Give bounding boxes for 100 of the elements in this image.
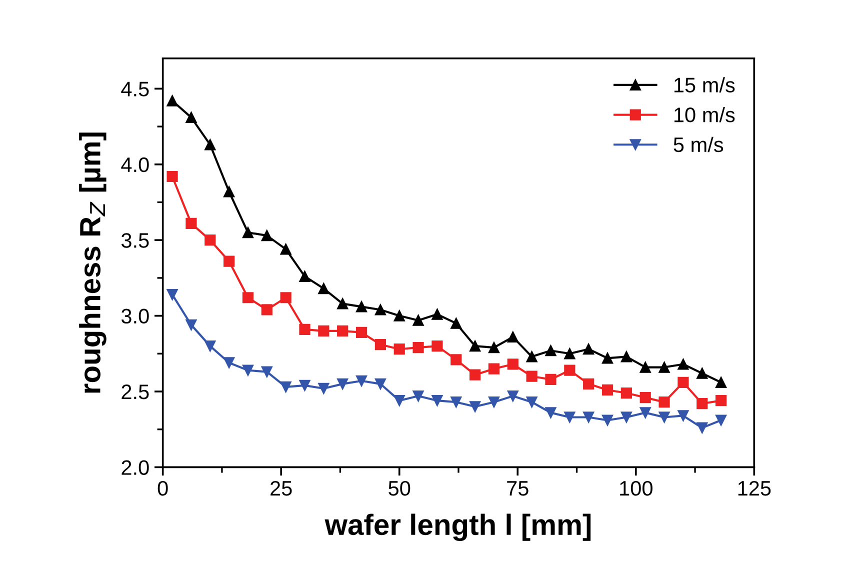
point (678, 358, 689, 370)
point (204, 340, 216, 352)
point (374, 339, 386, 350)
point (337, 298, 348, 310)
point (488, 396, 500, 408)
legend-label: 5 m/s (674, 136, 724, 152)
point (545, 374, 556, 385)
point (658, 362, 670, 373)
point (337, 325, 348, 336)
point (242, 292, 254, 304)
x-tick-label: 75 (507, 481, 528, 496)
point (299, 270, 310, 282)
point (469, 340, 481, 352)
point (715, 395, 727, 406)
point (583, 378, 594, 390)
point (696, 398, 708, 410)
point (337, 378, 348, 390)
point (620, 412, 632, 423)
point (432, 395, 443, 406)
point (715, 376, 727, 388)
point (715, 414, 727, 426)
point (526, 396, 538, 408)
point (640, 362, 651, 373)
point (242, 364, 254, 376)
point (280, 244, 292, 255)
point (450, 354, 462, 366)
point (488, 342, 500, 354)
point (658, 396, 670, 408)
point (166, 170, 178, 182)
point (545, 345, 556, 356)
point (412, 390, 424, 402)
point (166, 289, 178, 300)
point (186, 112, 197, 124)
point (394, 395, 405, 406)
x-tick-label: 125 (738, 480, 771, 496)
point (356, 326, 368, 338)
point (658, 412, 670, 423)
point (469, 369, 481, 380)
point (204, 139, 216, 150)
point (318, 282, 330, 294)
point (678, 410, 689, 422)
point (412, 314, 424, 326)
y-tick-label: 2.5 (122, 384, 149, 400)
point (432, 308, 443, 320)
point (204, 234, 216, 246)
point (224, 186, 235, 198)
point (318, 382, 330, 394)
x-axis-title: wafer length l [mm] (324, 514, 591, 542)
point (299, 380, 310, 391)
point (394, 344, 405, 355)
x-tick-label: 25 (270, 480, 292, 496)
point (224, 357, 235, 368)
y-tick-label: 3.5 (121, 233, 149, 248)
point (280, 381, 292, 393)
y-tick-label: 4.0 (121, 157, 149, 172)
y-tick-label: 4.5 (121, 82, 149, 96)
point (450, 318, 462, 329)
point (356, 301, 368, 312)
point (299, 324, 310, 335)
point (640, 392, 651, 404)
point (545, 407, 556, 418)
point (583, 412, 594, 423)
point (620, 351, 632, 362)
point (602, 352, 614, 364)
point (166, 95, 178, 106)
x-tick-label: 50 (388, 480, 410, 496)
point (224, 256, 235, 267)
point (526, 351, 538, 362)
point (507, 358, 518, 370)
point (261, 366, 272, 378)
point (696, 368, 708, 379)
point (640, 407, 651, 418)
point (507, 390, 518, 402)
y-tick-label: 3.0 (121, 308, 149, 324)
point (696, 422, 708, 434)
x-tick-label: 100 (620, 480, 652, 496)
point (412, 342, 424, 354)
point (526, 370, 538, 382)
point (318, 325, 330, 336)
point (583, 344, 594, 355)
point (469, 401, 481, 412)
point (488, 363, 500, 374)
point (678, 376, 689, 388)
y-tick-label: 2.0 (122, 460, 149, 475)
legend-label: 15 m/s (674, 77, 735, 92)
point (186, 218, 197, 229)
point (356, 375, 368, 386)
point (374, 378, 386, 390)
point (602, 414, 614, 426)
point (261, 230, 272, 242)
point (564, 348, 576, 360)
point (450, 396, 462, 408)
y-axis-title: roughness R$_{Z}$ [µm] (79, 132, 106, 393)
point (280, 292, 292, 304)
legend-label: 10 m/s (674, 106, 735, 122)
point (620, 387, 632, 399)
point (432, 340, 443, 352)
point (564, 412, 576, 423)
point (507, 331, 518, 343)
x-tick-label: 0 (158, 480, 168, 496)
